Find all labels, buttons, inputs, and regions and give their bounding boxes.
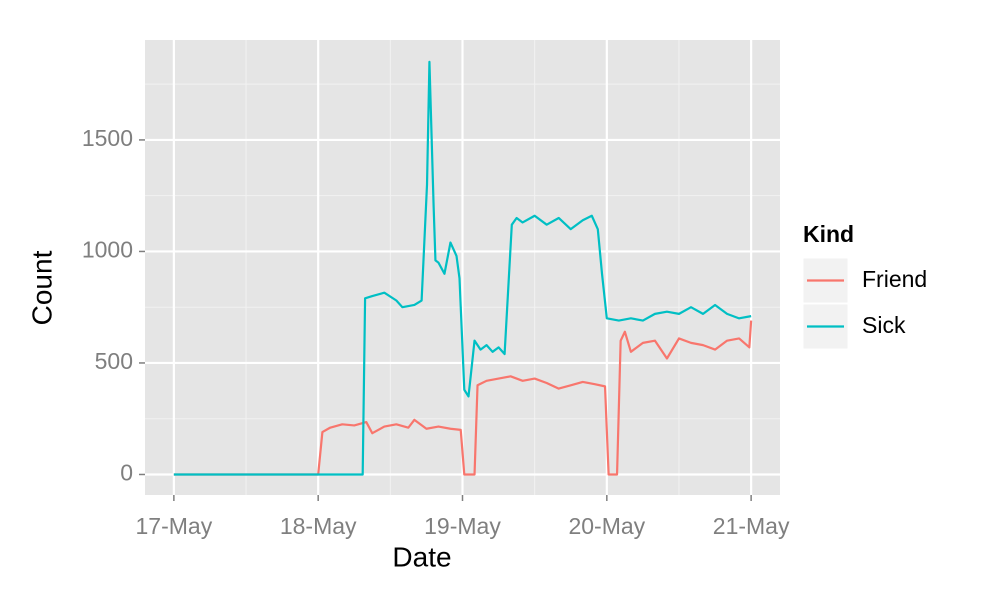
line xyxy=(173,60,752,476)
y-tick-label: 1000 xyxy=(82,237,133,263)
y-tick-label: 0 xyxy=(120,460,133,486)
x-tick-label: 20-May xyxy=(568,513,645,539)
x-tick-label: 21-May xyxy=(713,513,790,539)
x-tick-label: 18-May xyxy=(280,513,357,539)
legend-title: Kind xyxy=(803,221,854,247)
y-axis-label: Count xyxy=(26,250,57,325)
x-axis-label: Date xyxy=(392,541,451,572)
legend-label: Sick xyxy=(862,312,906,338)
legend-label: Friend xyxy=(862,266,927,292)
x-tick-label: 19-May xyxy=(424,513,501,539)
x-tick-label: 17-May xyxy=(136,513,213,539)
line xyxy=(173,320,753,476)
y-tick-label: 1500 xyxy=(82,125,133,151)
y-tick-label: 500 xyxy=(95,348,133,374)
